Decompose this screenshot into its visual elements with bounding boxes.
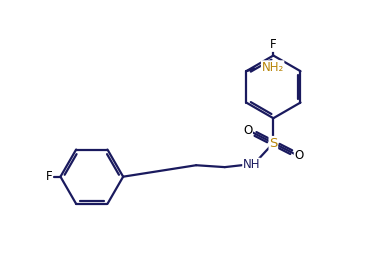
Text: F: F <box>46 170 52 183</box>
Text: O: O <box>294 149 303 162</box>
Text: S: S <box>269 137 278 150</box>
Text: NH: NH <box>243 158 260 171</box>
Text: F: F <box>270 38 277 51</box>
Text: NH₂: NH₂ <box>262 61 284 74</box>
Text: O: O <box>243 124 252 137</box>
